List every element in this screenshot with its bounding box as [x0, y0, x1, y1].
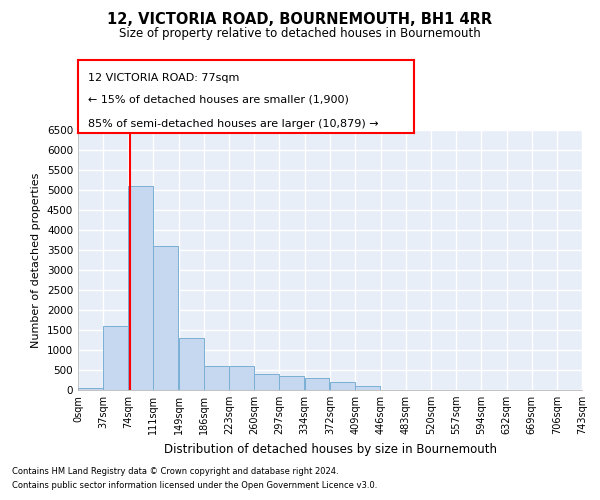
Bar	[204, 366, 229, 390]
X-axis label: Distribution of detached houses by size in Bournemouth: Distribution of detached houses by size …	[163, 442, 497, 456]
Bar	[128, 186, 153, 390]
Bar	[179, 338, 204, 390]
Bar	[280, 376, 304, 390]
Bar	[355, 386, 380, 390]
Text: Size of property relative to detached houses in Bournemouth: Size of property relative to detached ho…	[119, 28, 481, 40]
Bar	[331, 382, 355, 390]
Text: Contains HM Land Registry data © Crown copyright and database right 2024.: Contains HM Land Registry data © Crown c…	[12, 468, 338, 476]
Text: 12, VICTORIA ROAD, BOURNEMOUTH, BH1 4RR: 12, VICTORIA ROAD, BOURNEMOUTH, BH1 4RR	[107, 12, 493, 28]
Bar	[153, 246, 178, 390]
Bar	[305, 378, 329, 390]
Bar	[78, 388, 103, 390]
Text: 85% of semi-detached houses are larger (10,879) →: 85% of semi-detached houses are larger (…	[88, 120, 379, 130]
Y-axis label: Number of detached properties: Number of detached properties	[31, 172, 41, 348]
Bar	[103, 326, 128, 390]
Bar	[254, 374, 279, 390]
Text: Contains public sector information licensed under the Open Government Licence v3: Contains public sector information licen…	[12, 481, 377, 490]
Bar	[229, 366, 254, 390]
Text: 12 VICTORIA ROAD: 77sqm: 12 VICTORIA ROAD: 77sqm	[88, 73, 239, 83]
Text: ← 15% of detached houses are smaller (1,900): ← 15% of detached houses are smaller (1,…	[88, 95, 349, 105]
